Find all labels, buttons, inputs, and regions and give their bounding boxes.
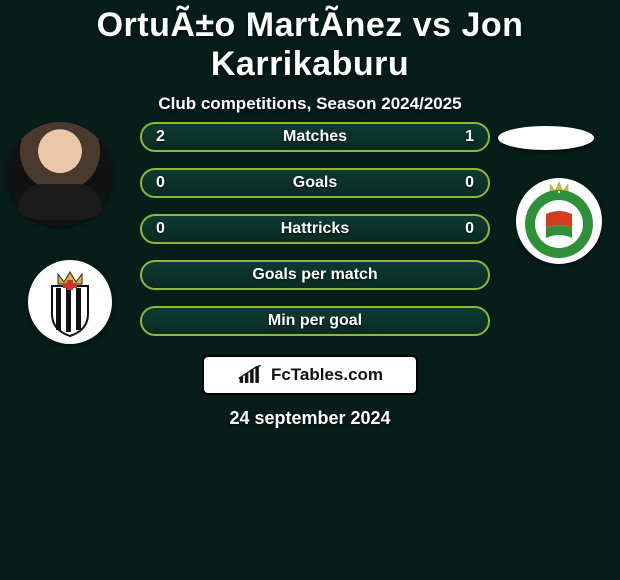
- stat-label: Goals: [293, 174, 337, 192]
- stat-row-matches: 2 Matches 1: [140, 122, 490, 152]
- watermark-text: FcTables.com: [271, 365, 383, 385]
- club-left-crest: [28, 260, 112, 344]
- comparison-card: OrtuÃ±o MartÃ­nez vs Jon Karrikaburu Clu…: [0, 0, 620, 580]
- stat-left-value: 0: [156, 170, 165, 196]
- stat-right-value: 0: [465, 170, 474, 196]
- stat-row-goals: 0 Goals 0: [140, 168, 490, 198]
- generated-date: 24 september 2024: [0, 408, 620, 429]
- page-title: OrtuÃ±o MartÃ­nez vs Jon Karrikaburu: [0, 6, 620, 84]
- stat-row-goals-per-match: Goals per match: [140, 260, 490, 290]
- stats-column: 2 Matches 1 0 Goals 0 0 Hattricks 0 Goal…: [140, 122, 490, 352]
- stat-left-value: 0: [156, 216, 165, 242]
- stat-label: Goals per match: [252, 266, 377, 284]
- stat-label: Hattricks: [281, 220, 349, 238]
- player-left-photo: [8, 122, 112, 226]
- stat-row-hattricks: 0 Hattricks 0: [140, 214, 490, 244]
- stat-right-value: 0: [465, 216, 474, 242]
- club-right-crest: [516, 178, 602, 264]
- subtitle: Club competitions, Season 2024/2025: [0, 94, 620, 114]
- stat-left-value: 2: [156, 124, 165, 150]
- club-left-crest-icon: [28, 260, 112, 344]
- stat-label: Matches: [283, 128, 347, 146]
- watermark-link[interactable]: FcTables.com: [202, 355, 418, 395]
- stat-label: Min per goal: [268, 312, 362, 330]
- bar-chart-icon: [237, 364, 265, 386]
- club-right-crest-icon: [516, 178, 602, 264]
- stat-row-min-per-goal: Min per goal: [140, 306, 490, 336]
- stat-right-value: 1: [465, 124, 474, 150]
- player-right-photo: [498, 126, 594, 150]
